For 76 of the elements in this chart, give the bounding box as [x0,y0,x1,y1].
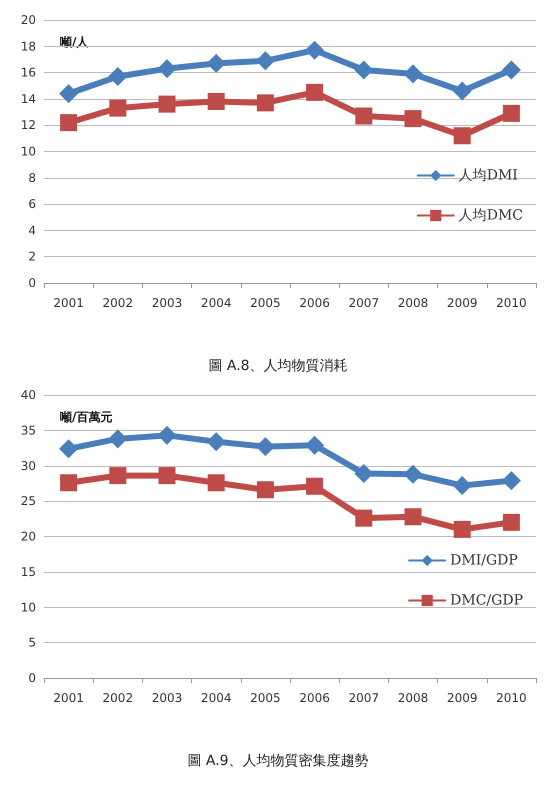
x-tick-label: 2005 [250,691,281,705]
point [404,508,422,526]
point [502,514,520,531]
y-tick-label: 6 [28,197,36,212]
x-tick-label: 2002 [102,296,134,310]
y-axis-title: 噸/百萬元 [60,410,112,424]
x-tick-label: 2010 [496,296,527,310]
point [256,94,274,112]
point [404,110,422,128]
point [452,82,472,101]
point [355,107,372,124]
y-tick-label: 35 [20,423,36,438]
y-tick-label: 16 [20,66,36,80]
x-tick-label: 2003 [152,296,182,310]
point [208,93,225,110]
y-tick-label: 40 [20,388,36,402]
text: 圖 A.8、人均物質消耗 [208,358,348,374]
point [404,64,422,84]
x-tick-label: 2007 [348,296,380,310]
x-tick-label: 2010 [496,691,527,705]
point [208,474,225,492]
point [108,67,128,86]
x-tick-label: 2005 [250,296,281,310]
x-tick-label: 2007 [348,691,380,705]
point [306,478,324,495]
y-tick-label: 10 [20,144,36,158]
legend-label: 人均DMI [458,168,518,184]
point [109,100,126,117]
text: 圖 A.9、人均物質密集度趨勢 [187,753,369,769]
point [452,476,472,496]
y-tick-label: 18 [20,39,36,54]
x-tick-label: 2006 [299,296,330,310]
x-tick-label: 2006 [299,691,330,705]
point [59,84,78,104]
y-tick-label: 2 [28,250,36,264]
x-tick-label: 2001 [53,691,84,705]
y-tick-label: 4 [28,223,36,238]
point [60,114,78,132]
y-tick-label: 0 [28,671,36,685]
y-tick-label: 20 [20,530,36,544]
x-tick-label: 2003 [152,691,182,705]
y-tick-label: 15 [20,564,36,579]
point [60,474,78,492]
point [256,481,274,498]
x-tick-label: 2001 [53,296,84,310]
point [109,467,126,484]
point [305,40,324,60]
point [454,127,471,144]
y-tick-label: 12 [20,118,36,132]
y-tick-label: 5 [28,636,36,650]
y-tick-label: 30 [20,458,36,473]
point [59,439,78,458]
point [502,60,521,80]
y-tick-label: 14 [20,92,36,106]
y-tick-label: 8 [28,170,36,185]
legend-label: DMC/GDP [450,592,524,608]
x-tick-label: 2009 [446,296,478,310]
point [502,104,520,122]
point [158,59,176,78]
point [355,510,372,527]
legend-label: 人均DMC [458,208,524,224]
legend-label: DMI/GDP [450,552,518,568]
y-tick-label: 0 [28,276,36,290]
y-tick-label: 20 [20,13,36,27]
x-tick-label: 2002 [102,691,134,705]
point [454,520,471,538]
x-tick-label: 2008 [398,296,428,310]
x-tick-label: 2008 [398,691,428,705]
point [158,467,176,484]
x-tick-label: 2004 [200,691,232,705]
y-tick-label: 10 [20,600,36,614]
y-tick-label: 25 [20,494,36,508]
point [306,84,324,101]
point [158,96,176,113]
x-tick-label: 2004 [200,296,232,310]
x-tick-label: 2009 [446,691,478,705]
